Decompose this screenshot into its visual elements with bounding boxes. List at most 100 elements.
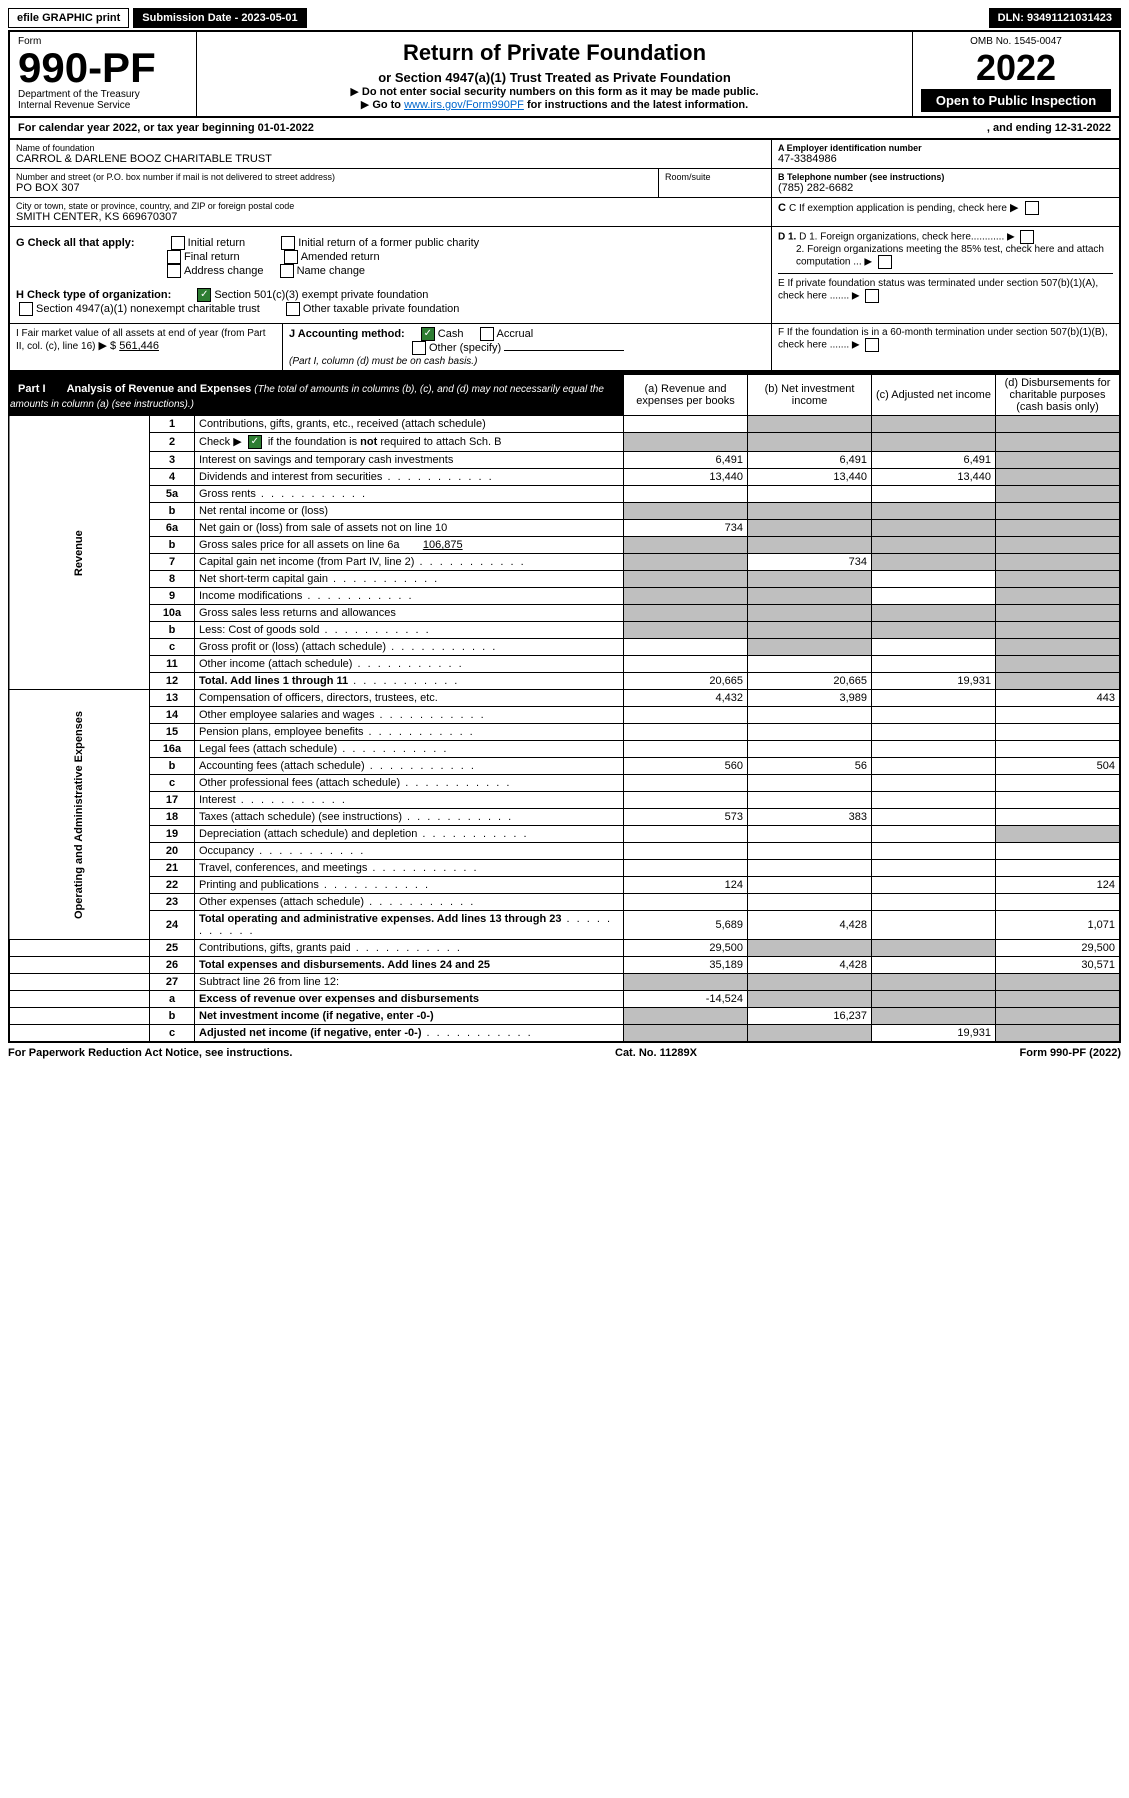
cb-initial-former[interactable]	[281, 236, 295, 250]
cat-no: Cat. No. 11289X	[615, 1047, 697, 1059]
tel-value: (785) 282-6682	[778, 182, 1113, 194]
col-c-hdr: (c) Adjusted net income	[872, 374, 996, 416]
table-row: bLess: Cost of goods sold	[9, 622, 1120, 639]
cb-final[interactable]	[167, 250, 181, 264]
cb-amended[interactable]	[284, 250, 298, 264]
table-row: 7Capital gain net income (from Part IV, …	[9, 554, 1120, 571]
table-row: 6aNet gain or (loss) from sale of assets…	[9, 520, 1120, 537]
box-f: F If the foundation is in a 60-month ter…	[772, 324, 1119, 371]
dept-treasury: Department of the Treasury	[18, 89, 188, 100]
table-row: bNet rental income or (loss)	[9, 503, 1120, 520]
cb-4947[interactable]	[19, 302, 33, 316]
addr-value: PO BOX 307	[16, 182, 652, 194]
col-d-hdr: (d) Disbursements for charitable purpose…	[996, 374, 1121, 416]
box-d: D 1. D 1. Foreign organizations, check h…	[778, 230, 1113, 244]
cb-schb[interactable]	[248, 435, 262, 449]
cb-501c3[interactable]	[197, 288, 211, 302]
table-row: 14Other employee salaries and wages	[9, 707, 1120, 724]
top-bar: efile GRAPHIC print Submission Date - 20…	[8, 8, 1121, 28]
table-row: aExcess of revenue over expenses and dis…	[9, 991, 1120, 1008]
box-d2: 2. Foreign organizations meeting the 85%…	[778, 244, 1113, 269]
table-row: 23Other expenses (attach schedule)	[9, 894, 1120, 911]
part1-table: Part I Analysis of Revenue and Expenses …	[8, 373, 1121, 1043]
ein-value: 47-3384986	[778, 153, 1113, 165]
cb-other-acct[interactable]	[412, 341, 426, 355]
cb-e[interactable]	[865, 289, 879, 303]
irs-link[interactable]: www.irs.gov/Form990PF	[404, 99, 524, 111]
cb-cash[interactable]	[421, 327, 435, 341]
irs-label: Internal Revenue Service	[18, 100, 188, 111]
table-row: bGross sales price for all assets on lin…	[9, 537, 1120, 554]
instr-ssn: Do not enter social security numbers on …	[205, 85, 904, 98]
room-label: Room/suite	[665, 172, 765, 182]
cb-other-tax[interactable]	[286, 302, 300, 316]
foundation-name: CARROL & DARLENE BOOZ CHARITABLE TRUST	[16, 153, 765, 165]
box-g: G Check all that apply: Initial return I…	[16, 230, 765, 284]
table-row: 24Total operating and administrative exp…	[9, 911, 1120, 940]
cb-f[interactable]	[865, 338, 879, 352]
box-h: H Check type of organization: Section 50…	[16, 284, 765, 320]
table-row: cAdjusted net income (if negative, enter…	[9, 1025, 1120, 1043]
table-row: 17Interest	[9, 792, 1120, 809]
form-subtitle: or Section 4947(a)(1) Trust Treated as P…	[205, 70, 904, 85]
omb-number: OMB No. 1545-0047	[921, 36, 1111, 47]
efile-box: efile GRAPHIC print	[8, 8, 129, 28]
table-row: 20Occupancy	[9, 843, 1120, 860]
table-row: bAccounting fees (attach schedule)560565…	[9, 758, 1120, 775]
pra-notice: For Paperwork Reduction Act Notice, see …	[8, 1047, 292, 1059]
name-label: Name of foundation	[16, 143, 765, 153]
fmv-value: 561,446	[119, 340, 159, 352]
tax-year: 2022	[921, 47, 1111, 89]
revenue-side-label: Revenue	[9, 416, 150, 690]
table-row: 16aLegal fees (attach schedule)	[9, 741, 1120, 758]
table-row: 8Net short-term capital gain	[9, 571, 1120, 588]
table-row: 9Income modifications	[9, 588, 1120, 605]
table-row: 12Total. Add lines 1 through 1120,66520,…	[9, 673, 1120, 690]
table-row: 18Taxes (attach schedule) (see instructi…	[9, 809, 1120, 826]
cb-accrual[interactable]	[480, 327, 494, 341]
table-row: cGross profit or (loss) (attach schedule…	[9, 639, 1120, 656]
table-row: 2Check ▶ if the foundation is not requir…	[9, 433, 1120, 452]
form-ref: Form 990-PF (2022)	[1020, 1047, 1121, 1059]
expenses-side-label: Operating and Administrative Expenses	[9, 690, 150, 940]
tel-label: B Telephone number (see instructions)	[778, 172, 1113, 182]
cb-d2[interactable]	[878, 255, 892, 269]
cb-namechg[interactable]	[280, 264, 294, 278]
table-row: bNet investment income (if negative, ent…	[9, 1008, 1120, 1025]
addr-label: Number and street (or P.O. box number if…	[16, 172, 652, 182]
submission-date-box: Submission Date - 2023-05-01	[133, 8, 306, 28]
table-row: 22Printing and publications124124	[9, 877, 1120, 894]
open-inspection: Open to Public Inspection	[921, 89, 1111, 112]
cb-d1[interactable]	[1020, 230, 1034, 244]
table-row: 11Other income (attach schedule)	[9, 656, 1120, 673]
box-j: J Accounting method: Cash Accrual Other …	[283, 324, 772, 371]
city-label: City or town, state or province, country…	[16, 201, 765, 211]
col-b-hdr: (b) Net investment income	[748, 374, 872, 416]
cb-addrchg[interactable]	[167, 264, 181, 278]
table-row: 25Contributions, gifts, grants paid29,50…	[9, 940, 1120, 957]
table-row: 19Depreciation (attach schedule) and dep…	[9, 826, 1120, 843]
checkbox-c[interactable]	[1025, 201, 1039, 215]
form-title: Return of Private Foundation	[205, 40, 904, 66]
table-row: cOther professional fees (attach schedul…	[9, 775, 1120, 792]
foundation-info: Name of foundation CARROL & DARLENE BOOZ…	[8, 140, 1121, 373]
table-row: 26Total expenses and disbursements. Add …	[9, 957, 1120, 974]
page-footer: For Paperwork Reduction Act Notice, see …	[8, 1047, 1121, 1059]
part1-hdr: Part I	[10, 380, 54, 398]
form-number: 990-PF	[18, 47, 188, 89]
dln-box: DLN: 93491121031423	[989, 8, 1121, 28]
instr-link-line: Go to www.irs.gov/Form990PF for instruct…	[205, 98, 904, 111]
table-row: Revenue 1Contributions, gifts, grants, e…	[9, 416, 1120, 433]
col-a-hdr: (a) Revenue and expenses per books	[624, 374, 748, 416]
box-i: I Fair market value of all assets at end…	[10, 324, 283, 371]
table-row: 10aGross sales less returns and allowanc…	[9, 605, 1120, 622]
calendar-year-line: For calendar year 2022, or tax year begi…	[8, 118, 1121, 140]
table-row: Operating and Administrative Expenses 13…	[9, 690, 1120, 707]
table-row: 15Pension plans, employee benefits	[9, 724, 1120, 741]
city-value: SMITH CENTER, KS 669670307	[16, 211, 765, 223]
cb-initial[interactable]	[171, 236, 185, 250]
box-e: E If private foundation status was termi…	[778, 273, 1113, 303]
table-row: 5aGross rents	[9, 486, 1120, 503]
table-row: 3Interest on savings and temporary cash …	[9, 452, 1120, 469]
table-row: 27Subtract line 26 from line 12:	[9, 974, 1120, 991]
